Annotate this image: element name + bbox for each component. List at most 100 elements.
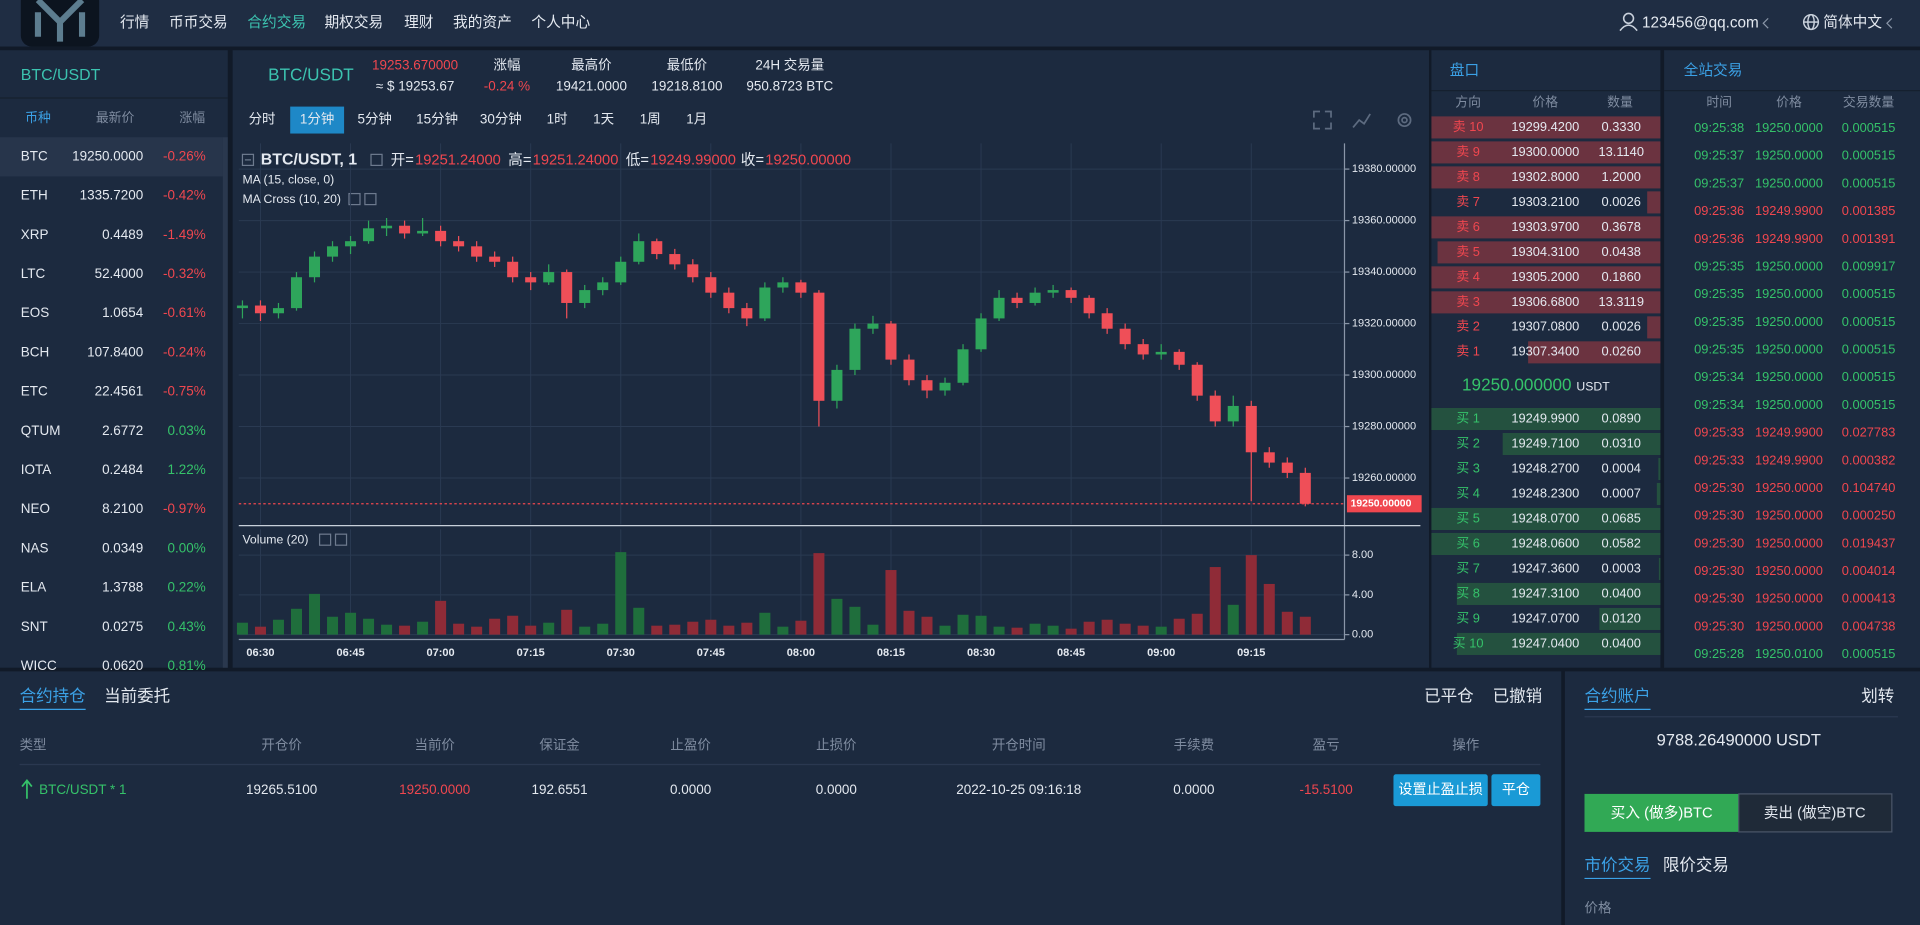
action-button[interactable]: [1393, 774, 1488, 807]
interval-button[interactable]: 1月: [686, 112, 707, 127]
candle-body: [1065, 290, 1077, 298]
interval-button[interactable]: 5分钟: [357, 111, 391, 127]
book-price[interactable]: 19249.7100: [1511, 435, 1579, 450]
volume-bar: [795, 620, 807, 635]
coin-name[interactable]: XRP: [21, 227, 49, 242]
trade-cell: 19250.0000: [1755, 258, 1823, 273]
interval-button[interactable]: 15分钟: [416, 111, 458, 127]
trade-cell: 19250.0000: [1755, 120, 1823, 135]
interval-button[interactable]: 30分钟: [480, 111, 522, 127]
action-label[interactable]: 平仓: [1502, 781, 1530, 797]
trade-cell: 09:25:30: [1694, 591, 1744, 606]
nav-bar: [0, 0, 1920, 47]
user-account[interactable]: 123456@qq.com: [1642, 14, 1759, 31]
book-side: 买 4: [1456, 485, 1480, 500]
volume-bar: [849, 606, 861, 635]
candle-body: [1299, 472, 1311, 504]
nav-item[interactable]: 理财: [404, 14, 433, 31]
tab[interactable]: 合约持仓: [20, 686, 87, 705]
coin-name[interactable]: SNT: [21, 619, 48, 634]
book-price[interactable]: 19303.2100: [1511, 194, 1579, 209]
candle-body: [471, 246, 483, 257]
coin-name[interactable]: ELA: [21, 580, 46, 595]
candle-body: [813, 292, 825, 401]
globe-icon: [1802, 13, 1820, 31]
tab[interactable]: 当前委托: [104, 686, 170, 705]
book-price[interactable]: 19305.2000: [1511, 269, 1579, 284]
book-price[interactable]: 19306.6800: [1511, 294, 1579, 309]
coin-name[interactable]: EOS: [21, 305, 49, 320]
interval-button[interactable]: 分时: [249, 112, 276, 127]
action-button[interactable]: [1491, 774, 1541, 807]
last-price-tag: [1346, 495, 1422, 513]
nav-item[interactable]: 行情: [120, 14, 150, 31]
trade-cell: 09:25:30: [1694, 563, 1744, 578]
book-price[interactable]: 19248.2300: [1511, 485, 1579, 500]
column-header[interactable]: 涨幅: [179, 110, 205, 125]
book-price[interactable]: 19247.0400: [1511, 635, 1579, 650]
buy-button[interactable]: [1584, 793, 1739, 832]
filter-tab[interactable]: 已平仓: [1424, 686, 1474, 705]
nav-item[interactable]: 期权交易: [325, 13, 384, 31]
interval-button[interactable]: 1周: [640, 112, 661, 127]
trade-cell: 19250.0000: [1755, 563, 1823, 578]
book-amount: 0.0890: [1602, 410, 1641, 425]
panel-title[interactable]: 合约账户: [1584, 686, 1650, 705]
order-type-tab[interactable]: 市价交易: [1584, 856, 1650, 875]
sell-button[interactable]: [1738, 793, 1893, 833]
sell-label[interactable]: 卖出 (做空)BTC: [1764, 804, 1866, 821]
book-price[interactable]: 19248.0600: [1511, 535, 1579, 550]
interval-button[interactable]: 1分钟: [300, 111, 334, 127]
book-side: 买 8: [1456, 585, 1480, 600]
coin-name[interactable]: WICC: [21, 658, 57, 673]
order-type-tab[interactable]: 限价交易: [1663, 856, 1729, 875]
coin-name[interactable]: ETH: [21, 188, 48, 203]
logo[interactable]: [20, 0, 100, 47]
transfer-link[interactable]: 划转: [1861, 686, 1894, 705]
language-select[interactable]: 简体中文: [1823, 14, 1882, 31]
coin-name[interactable]: QTUM: [21, 423, 61, 438]
y-tick-label: 19260.00000: [1352, 472, 1416, 484]
candle-body: [1173, 351, 1185, 365]
nav-item[interactable]: 币币交易: [169, 13, 228, 31]
filter-tab[interactable]: 已撤销: [1493, 686, 1543, 705]
position-cell: 0.0000: [670, 782, 711, 797]
row-highlight: [0, 137, 223, 177]
coin-name[interactable]: NAS: [21, 540, 49, 555]
stat-label: 最高价: [571, 57, 612, 73]
book-price[interactable]: 19247.3600: [1511, 560, 1579, 575]
book-price[interactable]: 19307.3400: [1511, 344, 1579, 359]
interval-button[interactable]: 1时: [547, 112, 568, 127]
coin-name[interactable]: LTC: [21, 266, 46, 281]
book-price[interactable]: 19303.9700: [1511, 219, 1579, 234]
coin-name[interactable]: ETC: [21, 384, 48, 399]
volume-bar: [417, 621, 429, 635]
book-price[interactable]: 19304.3100: [1511, 244, 1579, 259]
book-price[interactable]: 19248.0700: [1511, 510, 1579, 525]
column-header[interactable]: 最新价: [96, 110, 135, 125]
x-tick-label: 07:15: [517, 647, 545, 659]
nav-item[interactable]: 个人中心: [531, 14, 590, 31]
book-price[interactable]: 19299.4200: [1511, 119, 1579, 134]
trade-cell: 19250.0000: [1755, 314, 1823, 329]
interval-button[interactable]: 1天: [593, 112, 614, 127]
coin-name[interactable]: NEO: [21, 501, 50, 516]
action-label[interactable]: 设置止盈止损: [1398, 781, 1482, 797]
coin-name[interactable]: BTC: [21, 148, 48, 163]
nav-item[interactable]: 合约交易: [247, 13, 306, 31]
book-price[interactable]: 19307.0800: [1511, 319, 1579, 334]
coin-name[interactable]: IOTA: [21, 462, 51, 477]
book-price[interactable]: 19248.2700: [1511, 460, 1579, 475]
book-price[interactable]: 19302.8000: [1511, 169, 1579, 184]
trade-cell: 0.000515: [1842, 397, 1896, 412]
buy-label[interactable]: 买入 (做多)BTC: [1611, 804, 1713, 821]
book-price[interactable]: 19249.9900: [1511, 410, 1579, 425]
book-price[interactable]: 19300.0000: [1511, 144, 1579, 159]
column-header[interactable]: 币种: [25, 110, 51, 125]
coin-name[interactable]: BCH: [21, 344, 49, 359]
stat-value: 19421.0000: [556, 79, 627, 94]
nav-item[interactable]: 我的资产: [453, 14, 512, 31]
book-price[interactable]: 19247.0700: [1511, 610, 1579, 625]
candle-body: [615, 261, 627, 283]
book-price[interactable]: 19247.3100: [1511, 585, 1579, 600]
